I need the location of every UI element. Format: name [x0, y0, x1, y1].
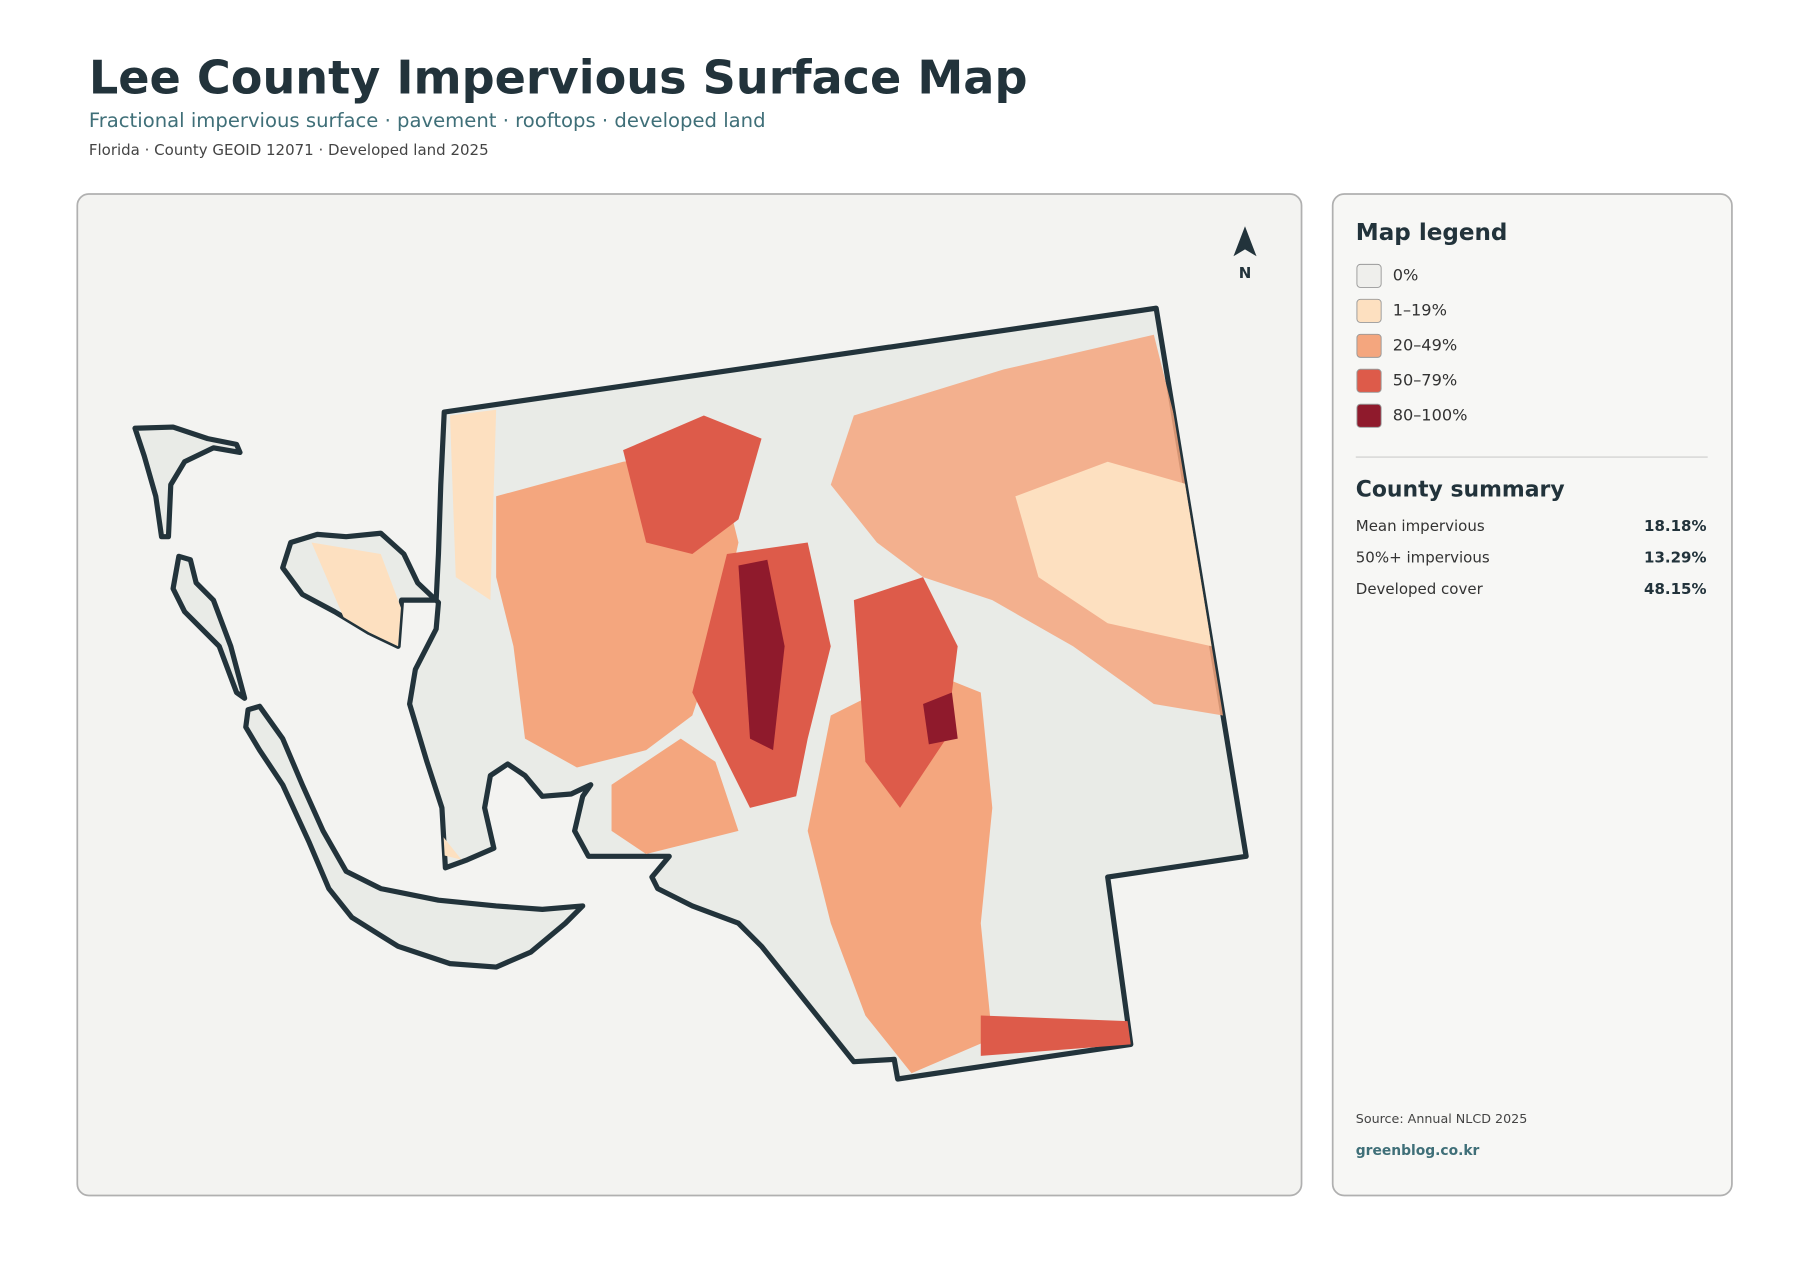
legend-swatch [1356, 298, 1382, 323]
area [853, 577, 958, 808]
impervious-areas [311, 334, 1224, 1074]
legend-panel [1331, 193, 1733, 1197]
island [132, 424, 243, 540]
subtitle: Fractional impervious surface · pavement… [89, 109, 766, 132]
north-label: N [1239, 264, 1252, 282]
legend-label: 50–79% [1393, 370, 1457, 389]
legend-swatch [1356, 403, 1382, 428]
summary-label: 50%+ impervious [1356, 548, 1490, 566]
north-arrow-icon [1233, 226, 1257, 257]
meta: Florida · County GEOID 12071 · Developed… [89, 141, 489, 159]
area [923, 692, 958, 745]
legend-label: 0% [1393, 266, 1419, 285]
title: Lee County Impervious Surface Map [89, 51, 1028, 105]
legend-items: 0% 1–19% 20–49% 50–79% 80–100% [1356, 263, 1468, 428]
legend-swatch [1356, 263, 1382, 288]
island [243, 703, 586, 970]
legend-label: 1–19% [1393, 301, 1447, 320]
area [623, 415, 762, 554]
summary-value: 13.29% [1644, 548, 1706, 566]
summary-value: 18.18% [1644, 517, 1706, 535]
summary-title: County summary [1356, 477, 1565, 502]
area [611, 738, 739, 854]
legend-label: 20–49% [1393, 335, 1457, 354]
legend-title: Map legend [1356, 220, 1508, 246]
area [980, 1015, 1131, 1056]
summary-label: Developed cover [1356, 580, 1484, 598]
map [132, 305, 1249, 1082]
legend-swatch [1356, 333, 1382, 358]
area [450, 409, 497, 601]
north-arrow: N [1233, 226, 1257, 282]
summary-label: Mean impervious [1356, 517, 1485, 535]
area [807, 669, 993, 1074]
legend-swatch [1356, 368, 1382, 393]
summary-rows: Mean impervious 18.18% 50%+ impervious 13.2… [1356, 517, 1707, 598]
source: Source: Annual NLCD 2025 [1356, 1111, 1528, 1126]
island [170, 553, 248, 701]
summary-value: 48.15% [1644, 580, 1706, 598]
legend-label: 80–100% [1393, 405, 1468, 424]
site: greenblog.co.kr [1356, 1143, 1480, 1159]
area [1015, 461, 1212, 647]
area [738, 559, 785, 751]
